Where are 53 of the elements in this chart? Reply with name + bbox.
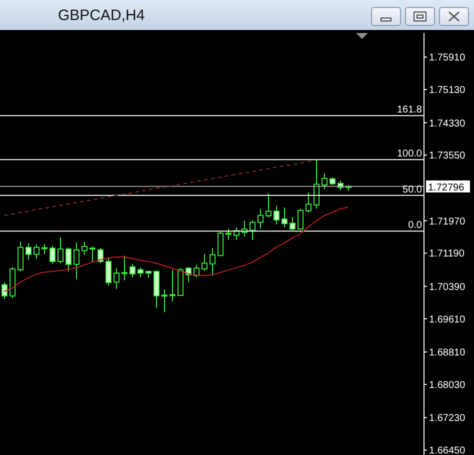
- candlestick: [2, 282, 8, 300]
- y-tick-label: 1.74330: [429, 118, 466, 130]
- y-tick-label: 1.71970: [429, 216, 466, 228]
- annotation: 100.0: [396, 148, 422, 160]
- candlestick: [266, 192, 272, 218]
- y-tick-label: 1.69610: [429, 314, 466, 326]
- candlestick: [162, 288, 168, 313]
- y-tick-label: 1.67230: [429, 413, 466, 424]
- candlestick: [306, 192, 312, 213]
- candlestick: [282, 206, 288, 228]
- candlestick: [58, 236, 64, 264]
- annotation: 50.0: [402, 184, 422, 196]
- candlestick: [314, 159, 320, 210]
- candlestick: [226, 228, 232, 240]
- y-tick-label: 1.75910: [429, 52, 466, 64]
- candlestick: [34, 244, 40, 260]
- candlestick: [210, 248, 216, 276]
- candlestick: [130, 263, 136, 278]
- candlestick: [82, 241, 88, 256]
- candlestick: [202, 253, 208, 272]
- candlestick: [26, 242, 32, 260]
- candlestick: [138, 266, 144, 278]
- candlestick: [322, 172, 328, 190]
- y-tick-label: 1.75130: [429, 85, 466, 96]
- candlestick: [74, 242, 80, 280]
- candlestick: [218, 231, 224, 256]
- candlestick: [170, 269, 176, 302]
- annotation: 161.8: [396, 104, 422, 116]
- y-tick-label: 1.68030: [429, 380, 466, 391]
- candlestick: [106, 256, 112, 286]
- ref-line-label: 1.72796: [428, 182, 465, 194]
- candlestick: [114, 268, 120, 290]
- candlestick: [274, 205, 280, 225]
- candlestick: [258, 208, 264, 230]
- annotation: 0.0: [408, 220, 422, 232]
- candlestick: [42, 244, 48, 254]
- candlestick: [50, 245, 56, 264]
- y-tick-label: 1.66450: [429, 446, 466, 455]
- y-tick-label: 1.73550: [429, 150, 466, 162]
- chart-title: GBPCAD,H4: [58, 7, 145, 24]
- line-series: [4, 160, 316, 216]
- candlestick: [290, 216, 296, 231]
- candlestick: [298, 208, 304, 230]
- candlestick: [250, 220, 256, 240]
- y-tick-label: 1.68810: [429, 348, 466, 359]
- candlestick: [194, 264, 200, 278]
- y-tick-label: 1.70390: [429, 282, 466, 293]
- candlestick: [18, 241, 24, 272]
- candlestick: [90, 246, 96, 263]
- candlestick: [98, 248, 104, 264]
- candlestick: [122, 255, 128, 282]
- candlestick: [66, 246, 72, 272]
- y-tick-label: 1.71190: [429, 248, 465, 260]
